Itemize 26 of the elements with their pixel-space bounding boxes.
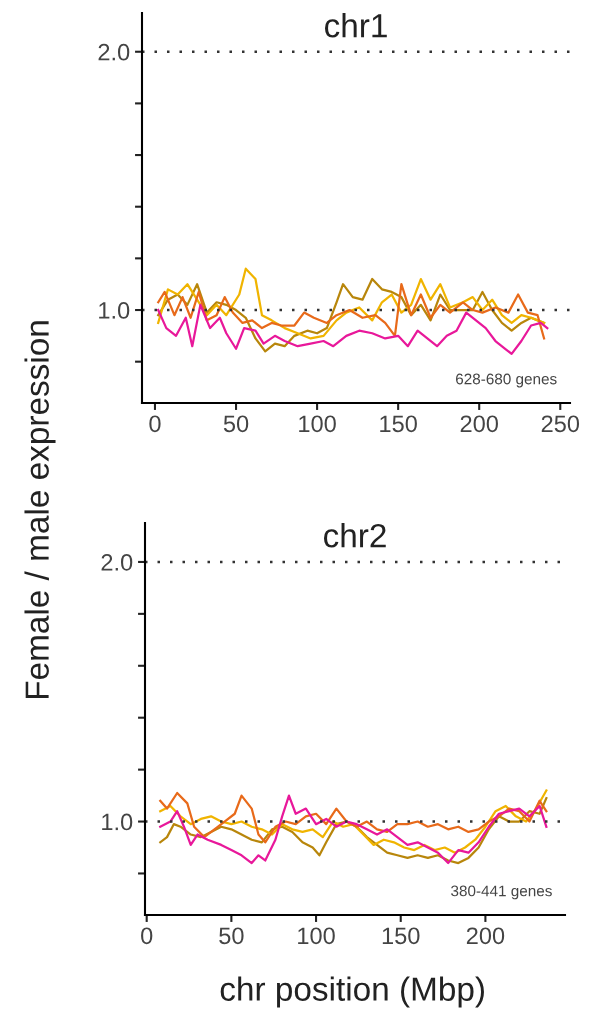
- x-tick-label: 100: [298, 927, 335, 945]
- x-tick-label: 0: [141, 927, 153, 945]
- y-tick-label: 1.0: [99, 302, 130, 319]
- x-tick-label: 50: [223, 415, 249, 433]
- chart-title: chr2: [324, 523, 386, 548]
- x-tick-label: 200: [466, 927, 505, 945]
- x-tick-label: 250: [541, 415, 580, 433]
- line-series: [157, 303, 549, 356]
- line-series: [157, 267, 546, 340]
- y-tick-label: 2.0: [98, 43, 130, 61]
- line-series: [157, 283, 546, 340]
- chart-title: chr1: [325, 13, 387, 38]
- y-tick-label: 2.0: [101, 554, 133, 571]
- annotation: 628-680 genes: [456, 373, 557, 388]
- line-series: [159, 791, 548, 844]
- x-tick-label: 200: [460, 415, 498, 433]
- x-tick-label: 0: [149, 415, 161, 433]
- x-axis-title: chr position (Mbp): [220, 976, 484, 1008]
- x-tick-label: 50: [219, 927, 244, 945]
- y-tick-label: 1.0: [102, 813, 133, 831]
- x-tick-label: 100: [299, 415, 336, 433]
- y-axis-title: Female / male expression: [24, 321, 56, 699]
- x-tick-label: 150: [380, 415, 417, 433]
- x-tick-label: 150: [382, 927, 420, 945]
- line-series: [159, 789, 548, 854]
- annotation: 380-441 genes: [451, 885, 552, 900]
